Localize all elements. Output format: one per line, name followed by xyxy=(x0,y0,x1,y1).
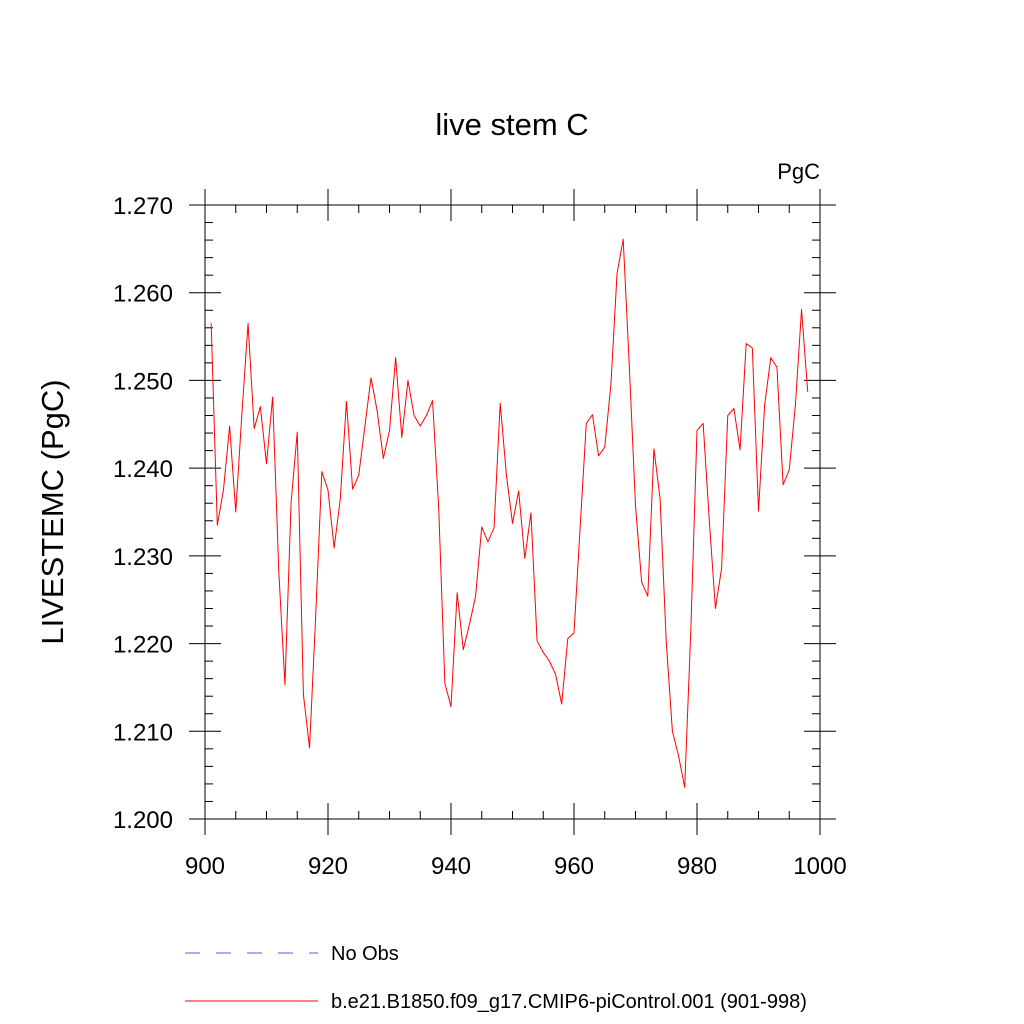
x-tick-label: 960 xyxy=(554,853,594,880)
x-tick-label: 980 xyxy=(677,853,717,880)
x-tick-label: 920 xyxy=(308,853,348,880)
units-label: PgC xyxy=(777,159,820,184)
x-tick-label: 940 xyxy=(431,853,471,880)
y-axis-label: LIVESTEMC (PgC) xyxy=(35,379,70,644)
chart-title: live stem C xyxy=(435,107,588,142)
legend-label: b.e21.B1850.f09_g17.CMIP6-piControl.001 … xyxy=(331,991,807,1013)
axis-ticks xyxy=(189,189,836,835)
axis-tick-labels: 900 920 940 960 980 1000 1.200 1.210 1.220 1.230 1… xyxy=(113,193,847,880)
legend-label: No Obs xyxy=(331,943,399,965)
y-tick-label: 1.210 xyxy=(113,719,173,746)
x-tick-label: 1000 xyxy=(793,853,846,880)
series-layer xyxy=(210,238,809,788)
plot-frame xyxy=(204,204,821,820)
y-tick-label: 1.200 xyxy=(113,807,173,834)
series-line xyxy=(210,238,809,788)
y-tick-label: 1.220 xyxy=(113,632,173,659)
x-tick-label: 900 xyxy=(185,853,225,880)
y-tick-label: 1.250 xyxy=(113,368,173,395)
legend: No Obs b.e21.B1850.f09_g17.CMIP6-piContro… xyxy=(185,943,807,1013)
y-tick-label: 1.260 xyxy=(113,281,173,308)
y-tick-label: 1.230 xyxy=(113,544,173,571)
y-tick-label: 1.240 xyxy=(113,456,173,483)
y-tick-label: 1.270 xyxy=(113,193,173,220)
